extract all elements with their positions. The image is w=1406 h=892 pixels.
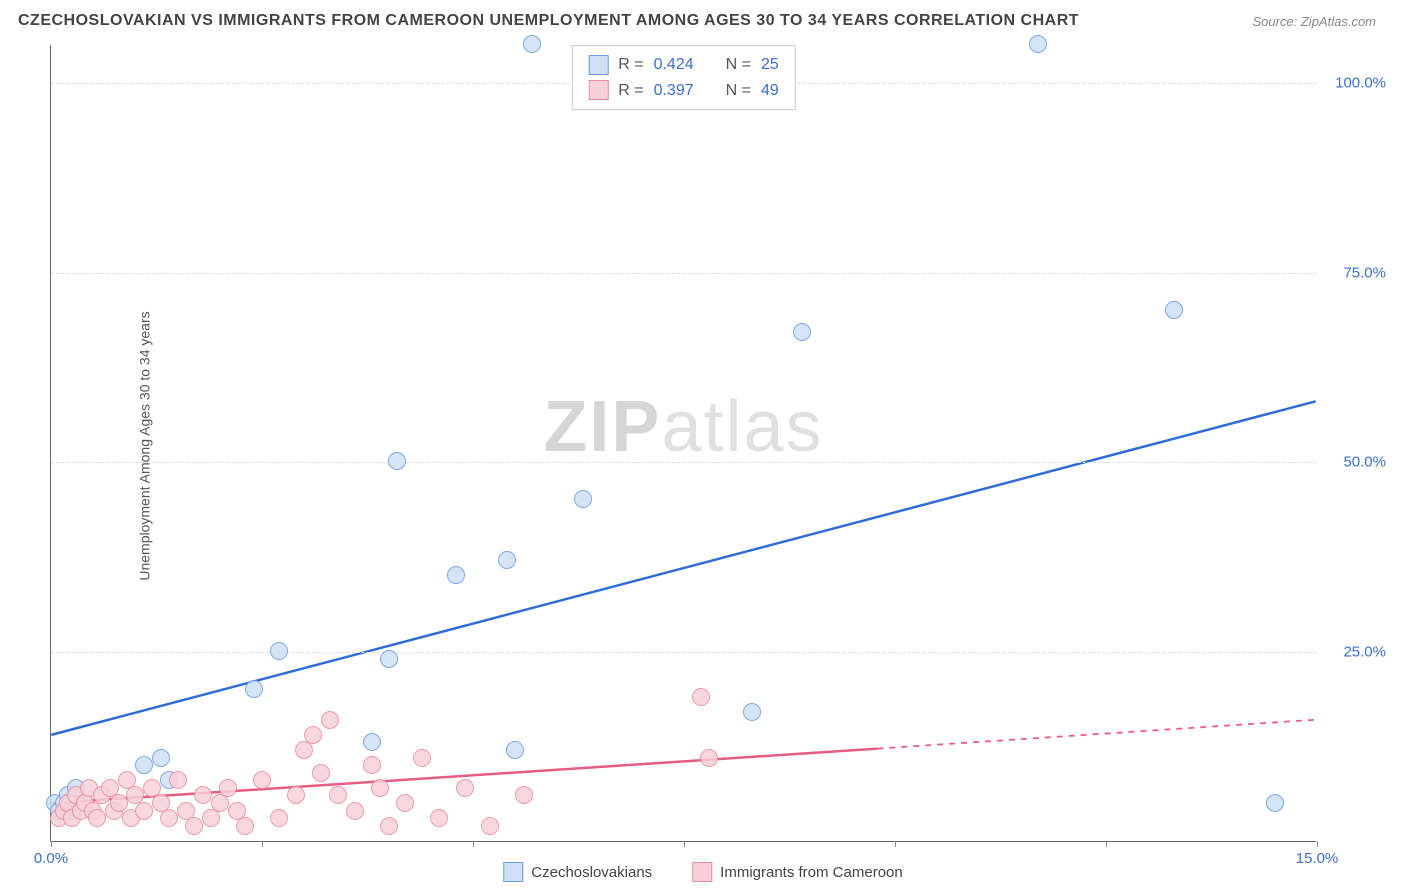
gridline bbox=[51, 652, 1316, 653]
scatter-point bbox=[396, 794, 414, 812]
x-tick bbox=[473, 841, 474, 847]
scatter-point bbox=[430, 809, 448, 827]
x-tick bbox=[51, 841, 52, 847]
scatter-point bbox=[1165, 301, 1183, 319]
scatter-point bbox=[743, 703, 761, 721]
x-tick bbox=[1317, 841, 1318, 847]
legend-swatch bbox=[692, 862, 712, 882]
y-tick-label: 25.0% bbox=[1343, 644, 1386, 661]
scatter-point bbox=[793, 323, 811, 341]
scatter-point bbox=[194, 786, 212, 804]
scatter-point bbox=[152, 749, 170, 767]
scatter-point bbox=[523, 35, 541, 53]
legend-n-label: N = bbox=[726, 52, 751, 78]
legend-r-value: 0.397 bbox=[654, 78, 694, 104]
scatter-point bbox=[253, 771, 271, 789]
legend-n-value: 49 bbox=[761, 78, 779, 104]
legend-n-label: N = bbox=[726, 78, 751, 104]
source-attribution: Source: ZipAtlas.com bbox=[1252, 14, 1376, 29]
legend-r-label: R = bbox=[618, 52, 643, 78]
scatter-point bbox=[574, 490, 592, 508]
scatter-point bbox=[481, 817, 499, 835]
x-tick bbox=[1106, 841, 1107, 847]
x-tick bbox=[262, 841, 263, 847]
gridline bbox=[51, 462, 1316, 463]
legend-row: R = 0.397 N = 49 bbox=[588, 78, 779, 104]
legend-row: R = 0.424 N = 25 bbox=[588, 52, 779, 78]
scatter-point bbox=[287, 786, 305, 804]
scatter-point bbox=[1266, 794, 1284, 812]
scatter-point bbox=[135, 756, 153, 774]
scatter-point bbox=[371, 779, 389, 797]
scatter-point bbox=[88, 809, 106, 827]
correlation-legend: R = 0.424 N = 25 R = 0.397 N = 49 bbox=[571, 45, 796, 110]
scatter-point bbox=[160, 809, 178, 827]
scatter-point bbox=[329, 786, 347, 804]
scatter-point bbox=[380, 817, 398, 835]
x-tick bbox=[684, 841, 685, 847]
legend-series-name: Immigrants from Cameroon bbox=[720, 864, 903, 881]
legend-swatch bbox=[588, 55, 608, 75]
y-tick-label: 50.0% bbox=[1343, 454, 1386, 471]
scatter-point bbox=[270, 642, 288, 660]
x-tick bbox=[895, 841, 896, 847]
scatter-point bbox=[456, 779, 474, 797]
scatter-point bbox=[346, 802, 364, 820]
y-tick-label: 100.0% bbox=[1335, 74, 1386, 91]
legend-r-value: 0.424 bbox=[654, 52, 694, 78]
legend-item: Czechoslovakians bbox=[503, 862, 652, 882]
y-tick-label: 75.0% bbox=[1343, 264, 1386, 281]
scatter-point bbox=[692, 688, 710, 706]
scatter-point bbox=[388, 452, 406, 470]
scatter-point bbox=[110, 794, 128, 812]
scatter-point bbox=[700, 749, 718, 767]
legend-r-label: R = bbox=[618, 78, 643, 104]
scatter-point bbox=[380, 650, 398, 668]
trend-line bbox=[51, 401, 1315, 735]
x-tick-label: 0.0% bbox=[34, 850, 68, 867]
trend-line-extrapolated bbox=[877, 720, 1315, 749]
scatter-point bbox=[447, 566, 465, 584]
legend-series-name: Czechoslovakians bbox=[531, 864, 652, 881]
scatter-point bbox=[413, 749, 431, 767]
gridline bbox=[51, 273, 1316, 274]
scatter-point bbox=[515, 786, 533, 804]
scatter-point bbox=[506, 741, 524, 759]
scatter-point bbox=[363, 756, 381, 774]
trend-lines-layer bbox=[51, 45, 1316, 841]
scatter-point bbox=[185, 817, 203, 835]
scatter-point bbox=[219, 779, 237, 797]
chart-title: CZECHOSLOVAKIAN VS IMMIGRANTS FROM CAMER… bbox=[18, 12, 1079, 30]
scatter-point bbox=[363, 733, 381, 751]
legend-swatch bbox=[588, 80, 608, 100]
x-tick-label: 15.0% bbox=[1296, 850, 1339, 867]
legend-swatch bbox=[503, 862, 523, 882]
plot-area: ZIPatlas R =0.424N =25R =0.397N =49 25.0… bbox=[50, 45, 1316, 842]
scatter-point bbox=[312, 764, 330, 782]
scatter-point bbox=[236, 817, 254, 835]
series-legend: Czechoslovakians Immigrants from Cameroon bbox=[503, 862, 902, 882]
scatter-point bbox=[321, 711, 339, 729]
scatter-point bbox=[270, 809, 288, 827]
scatter-point bbox=[245, 680, 263, 698]
scatter-point bbox=[304, 726, 322, 744]
scatter-point bbox=[169, 771, 187, 789]
scatter-point bbox=[135, 802, 153, 820]
scatter-point bbox=[1029, 35, 1047, 53]
legend-n-value: 25 bbox=[761, 52, 779, 78]
legend-item: Immigrants from Cameroon bbox=[692, 862, 903, 882]
scatter-point bbox=[498, 551, 516, 569]
